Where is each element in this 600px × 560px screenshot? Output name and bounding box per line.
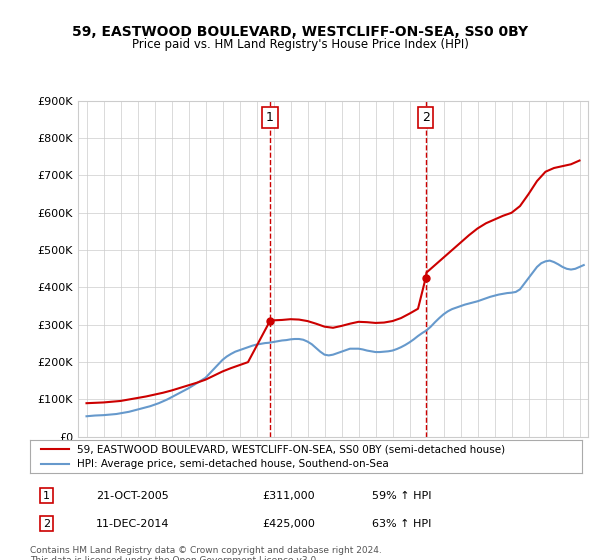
- Text: 59, EASTWOOD BOULEVARD, WESTCLIFF-ON-SEA, SS0 0BY: 59, EASTWOOD BOULEVARD, WESTCLIFF-ON-SEA…: [72, 25, 528, 39]
- Text: 1: 1: [266, 111, 274, 124]
- Text: 2: 2: [422, 111, 430, 124]
- Text: £311,000: £311,000: [262, 491, 314, 501]
- Text: 11-DEC-2014: 11-DEC-2014: [96, 519, 170, 529]
- Text: 63% ↑ HPI: 63% ↑ HPI: [372, 519, 431, 529]
- Text: Price paid vs. HM Land Registry's House Price Index (HPI): Price paid vs. HM Land Registry's House …: [131, 38, 469, 51]
- Text: 21-OCT-2005: 21-OCT-2005: [96, 491, 169, 501]
- Text: 2: 2: [43, 519, 50, 529]
- Text: Contains HM Land Registry data © Crown copyright and database right 2024.
This d: Contains HM Land Registry data © Crown c…: [30, 546, 382, 560]
- Text: £425,000: £425,000: [262, 519, 315, 529]
- Text: HPI: Average price, semi-detached house, Southend-on-Sea: HPI: Average price, semi-detached house,…: [77, 459, 389, 469]
- Text: 59% ↑ HPI: 59% ↑ HPI: [372, 491, 432, 501]
- Text: 1: 1: [43, 491, 50, 501]
- Text: 59, EASTWOOD BOULEVARD, WESTCLIFF-ON-SEA, SS0 0BY (semi-detached house): 59, EASTWOOD BOULEVARD, WESTCLIFF-ON-SEA…: [77, 444, 505, 454]
